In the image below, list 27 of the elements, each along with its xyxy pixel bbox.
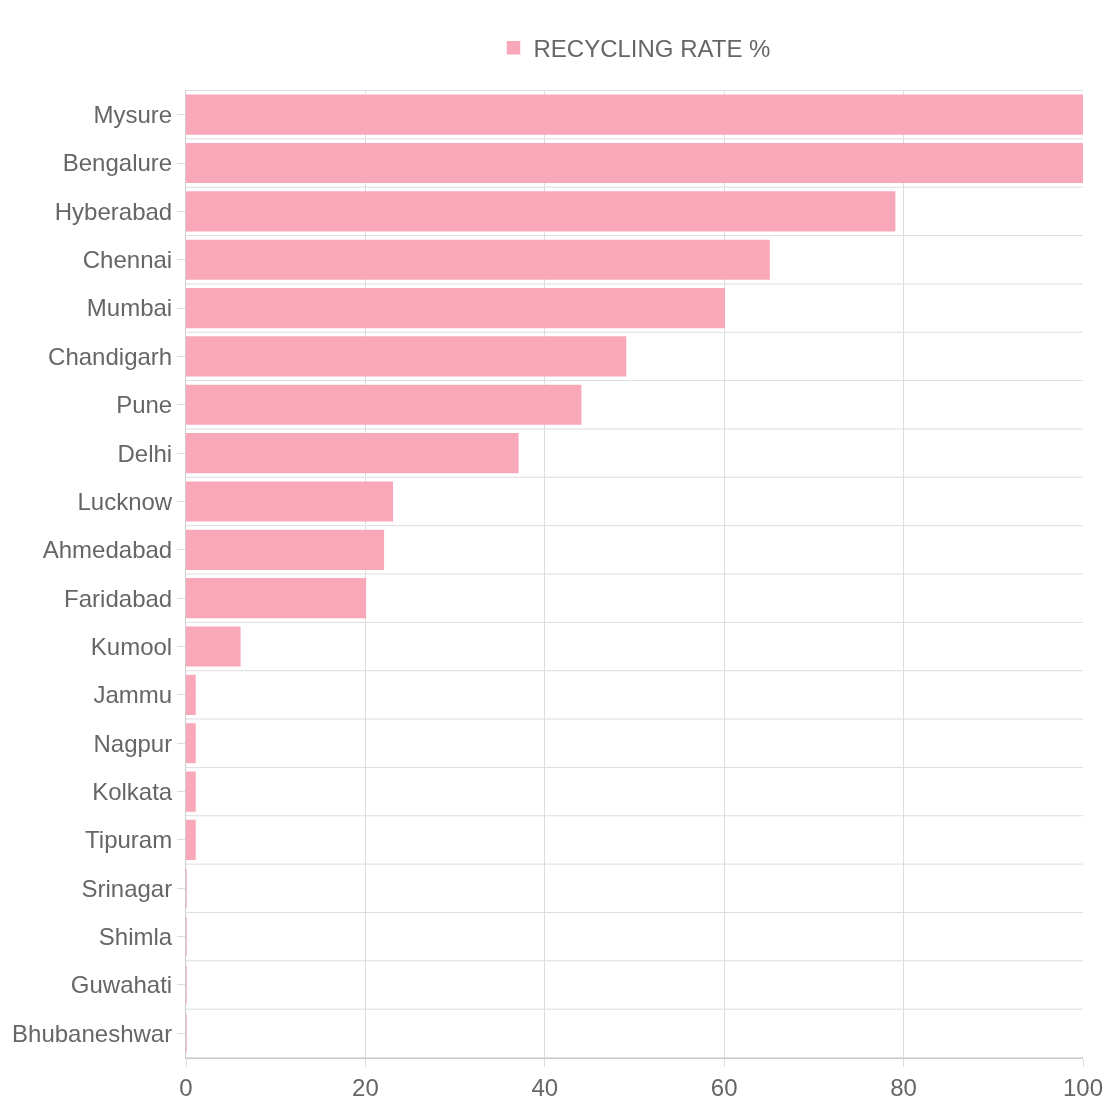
y-tick-label: Mumbai <box>86 294 173 322</box>
y-tick-label: Srinagar <box>81 874 173 902</box>
y-tick-label: Bengalure <box>62 149 173 177</box>
y-tick-label: Delhi <box>117 439 173 467</box>
x-tick-label: 80 <box>890 1073 917 1101</box>
x-tick-label: 60 <box>710 1073 738 1101</box>
legend-label: RECYCLING RATE % <box>533 35 771 63</box>
y-tick-label: Bhubaneshwar <box>12 1019 173 1047</box>
y-tick-label: Ahmedabad <box>42 536 173 564</box>
y-tick-label: Faridabad <box>64 584 173 612</box>
x-tick-label: 0 <box>179 1073 193 1101</box>
y-tick-label: Pune <box>116 391 173 419</box>
y-tick-label: Kumool <box>90 632 173 660</box>
y-tick-label: Kolkata <box>92 777 173 805</box>
x-tick-label: 20 <box>352 1073 379 1101</box>
y-tick-label: Nagpur <box>93 729 173 757</box>
x-tick-label: 100 <box>1062 1073 1104 1101</box>
y-tick-label: Hyberabad <box>54 197 173 225</box>
y-tick-label: Lucknow <box>77 487 173 515</box>
y-tick-label: Jammu <box>93 681 173 709</box>
y-tick-label: Shimla <box>98 923 173 951</box>
y-tick-label: Mysure <box>93 101 173 129</box>
y-tick-label: Chandigarh <box>48 342 173 370</box>
x-tick-label: 40 <box>531 1073 559 1101</box>
y-tick-label: Chennai <box>82 246 173 274</box>
y-tick-label: Guwahati <box>70 971 173 999</box>
y-tick-label: Tipuram <box>85 826 173 854</box>
